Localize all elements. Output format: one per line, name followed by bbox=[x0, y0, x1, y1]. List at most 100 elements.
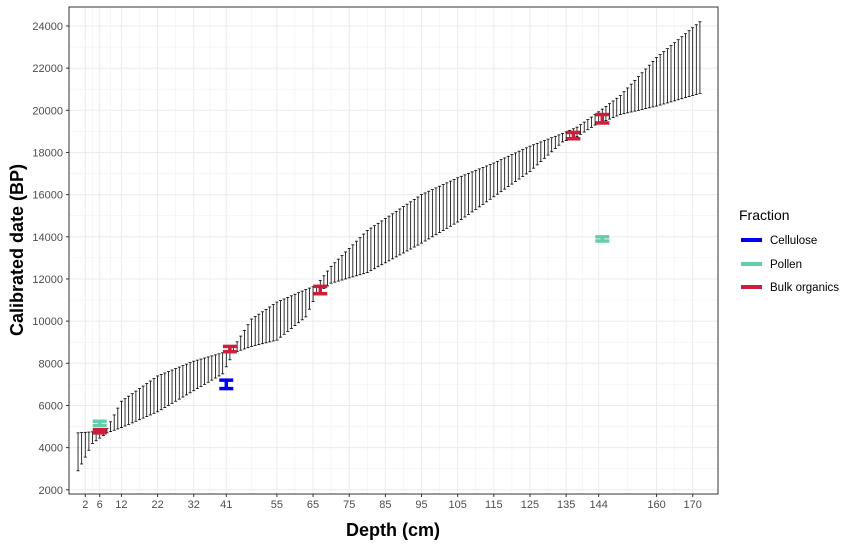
model-error-bar bbox=[409, 201, 413, 250]
model-error-bar bbox=[398, 208, 402, 256]
model-error-bar bbox=[405, 203, 409, 252]
model-error-bar bbox=[170, 369, 174, 404]
x-tick-label: 22 bbox=[151, 499, 163, 511]
model-error-bar bbox=[264, 308, 268, 344]
plot-panel bbox=[68, 6, 719, 495]
model-error-bar bbox=[275, 301, 279, 341]
model-error-bar bbox=[658, 54, 662, 106]
model-error-bar bbox=[416, 196, 420, 246]
model-error-bar bbox=[141, 385, 145, 419]
x-tick-label: 65 bbox=[307, 499, 319, 511]
model-error-bar bbox=[358, 237, 362, 276]
model-error-bar bbox=[694, 24, 698, 95]
model-error-bar bbox=[687, 30, 691, 97]
model-error-bar bbox=[655, 57, 659, 107]
model-error-bar bbox=[253, 316, 257, 346]
grid-major bbox=[69, 7, 718, 494]
model-error-bar bbox=[391, 213, 395, 260]
x-tick-label: 105 bbox=[448, 499, 466, 511]
y-tick-label: 16000 bbox=[32, 190, 63, 202]
panel-border bbox=[68, 6, 719, 495]
model-error-bar bbox=[166, 371, 170, 406]
model-error-bar bbox=[528, 145, 532, 172]
model-error-bar bbox=[640, 72, 644, 110]
model-error-bar bbox=[651, 60, 655, 108]
model-error-bar bbox=[470, 171, 474, 213]
model-error-bar bbox=[152, 378, 156, 414]
model-error-bar bbox=[127, 395, 131, 425]
model-error-bar bbox=[387, 215, 391, 262]
model-error-bar bbox=[185, 363, 189, 396]
model-error-bar bbox=[279, 300, 283, 338]
model-error-bar bbox=[680, 36, 684, 100]
y-tick-label: 14000 bbox=[32, 232, 63, 244]
model-error-bar bbox=[195, 359, 199, 389]
legend-item-pollen: Pollen bbox=[741, 259, 802, 271]
model-error-bar bbox=[239, 335, 243, 351]
x-tick-label: 41 bbox=[220, 499, 232, 511]
legend-label-pollen: Pollen bbox=[770, 259, 802, 271]
model-error-bar bbox=[499, 159, 503, 193]
model-error-bar bbox=[130, 393, 134, 424]
model-error-bar bbox=[524, 147, 528, 175]
model-error-bar bbox=[380, 220, 384, 266]
model-error-bar bbox=[618, 95, 622, 115]
model-error-bar bbox=[145, 383, 149, 417]
model-error-bar bbox=[347, 247, 351, 279]
model-error-bar bbox=[412, 199, 416, 248]
date-bar-bulk-organics bbox=[92, 427, 107, 435]
model-error-bar bbox=[340, 255, 344, 281]
model-error-bar bbox=[521, 149, 525, 177]
model-error-bar bbox=[542, 140, 546, 159]
date-error-bars bbox=[92, 112, 610, 435]
model-error-bar bbox=[676, 39, 680, 101]
model-error-bar bbox=[369, 227, 373, 272]
model-error-bar bbox=[477, 168, 481, 208]
date-bar-bulk-organics bbox=[313, 284, 328, 296]
model-error-bar bbox=[698, 21, 702, 94]
date-bar-bulk-organics bbox=[566, 130, 581, 141]
model-error-bar bbox=[662, 51, 666, 105]
model-error-bar bbox=[481, 167, 485, 205]
y-tick-label: 24000 bbox=[32, 21, 63, 33]
model-error-bar bbox=[626, 87, 630, 114]
date-bar-pollen bbox=[595, 235, 610, 243]
model-error-bar bbox=[116, 407, 120, 430]
model-error-bar bbox=[514, 152, 518, 182]
legend-label-bulk-organics: Bulk organics bbox=[770, 282, 839, 294]
model-error-bar bbox=[329, 265, 333, 284]
model-error-bar bbox=[495, 160, 499, 195]
model-error-bar bbox=[506, 155, 510, 188]
model-error-bar bbox=[354, 240, 358, 277]
model-error-bar bbox=[673, 42, 677, 102]
model-error-bar bbox=[423, 192, 427, 242]
x-axis: 2 6 12 22 32 41 55 65 75 85 95 105 115 125 135 144 160 17… bbox=[82, 494, 702, 511]
model-error-bar bbox=[297, 292, 301, 324]
model-error-bar bbox=[586, 119, 590, 131]
x-tick-label: 75 bbox=[343, 499, 355, 511]
model-error-bar bbox=[383, 218, 387, 264]
y-axis-title: Calibrated date (BP) bbox=[7, 164, 27, 336]
y-tick-label: 4000 bbox=[39, 443, 63, 455]
y-tick-label: 6000 bbox=[39, 400, 63, 412]
model-error-bar bbox=[394, 210, 398, 258]
model-error-bar bbox=[242, 330, 246, 350]
x-tick-label: 55 bbox=[271, 499, 283, 511]
model-error-bar bbox=[636, 76, 640, 111]
y-axis: 2000 4000 6000 8000 10000 12000 14000 16000 1800… bbox=[32, 21, 69, 497]
model-error-bar bbox=[282, 298, 286, 335]
date-bar-cellulose bbox=[219, 378, 234, 391]
model-error-bar bbox=[119, 400, 123, 428]
legend-item-bulk-organics: Bulk organics bbox=[741, 282, 839, 294]
model-error-bar bbox=[420, 194, 424, 244]
legend: Fraction Cellulose Pollen Bulk organics bbox=[739, 207, 839, 294]
y-tick-label: 18000 bbox=[32, 147, 63, 159]
model-error-bar bbox=[188, 362, 192, 394]
model-error-bar bbox=[163, 372, 167, 408]
model-error-bar bbox=[250, 318, 254, 347]
model-error-bar bbox=[557, 134, 561, 146]
model-error-bar bbox=[148, 380, 152, 416]
model-error-bar bbox=[109, 421, 113, 432]
model-error-bar bbox=[206, 356, 210, 383]
